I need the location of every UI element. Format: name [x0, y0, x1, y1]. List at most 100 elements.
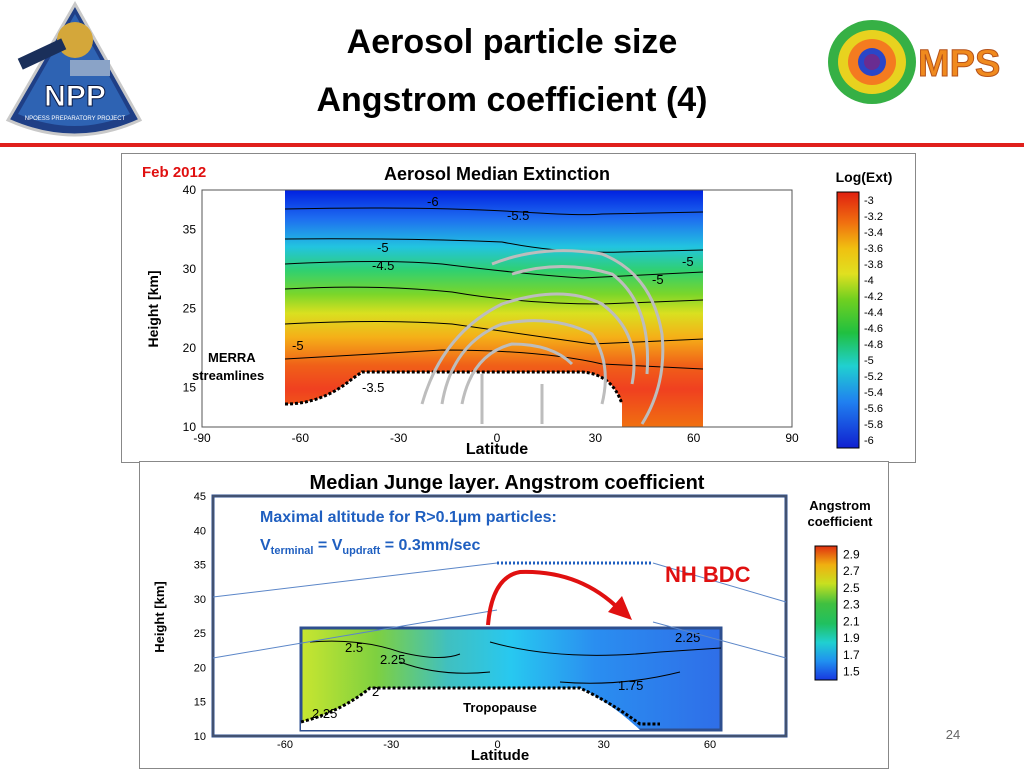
y-tick-label: 40 — [183, 183, 197, 197]
slide-title-line1: Aerosol particle size — [346, 23, 678, 61]
colorbar-tick-label: -4.4 — [864, 307, 883, 319]
x-tick-label: -90 — [193, 431, 211, 445]
colorbar-tick-label: -5 — [864, 355, 874, 367]
y-tick-label: 35 — [183, 223, 197, 237]
y-tick-label: 20 — [194, 662, 206, 674]
bottom-caption: Median Junge layer. Angstrom coefficient — [310, 472, 705, 494]
y-tick-label: 10 — [194, 731, 206, 743]
colorbar-tick-label: -3.8 — [864, 259, 883, 271]
colorbar-tick-label: -3.2 — [864, 211, 883, 223]
bdc-arrowhead — [608, 596, 632, 620]
y-tick-label: 35 — [194, 560, 206, 572]
colorbar-tick-label: -4.6 — [864, 323, 883, 335]
angstrom-contours — [309, 640, 722, 684]
tropopause-label: Tropopause — [463, 700, 537, 715]
page-number: 24 — [945, 727, 961, 742]
top-colorbar-title: Log(Ext) — [836, 169, 893, 185]
colorbar-tick-label: -4 — [864, 275, 874, 287]
x-tick-label: -60 — [277, 739, 293, 751]
colorbar-tick-label: 1.9 — [843, 631, 860, 645]
merra-label: MERRA — [208, 350, 256, 365]
contour-label: -5 — [682, 254, 694, 269]
tropopause-mask — [301, 688, 640, 730]
merra-streamlines — [420, 249, 665, 425]
contour-label: 2.5 — [345, 640, 363, 655]
contour-label: -3.5 — [362, 380, 384, 395]
bottom-colorbar-title-1: Angstrom — [809, 498, 870, 513]
y-tick-label: 20 — [183, 341, 197, 355]
bottom-xlabel: Latitude — [471, 747, 529, 764]
colorbar-tick-label: 2.5 — [843, 581, 860, 595]
title-divider — [0, 143, 1024, 147]
top-figure: -90 -60 -30 0 30 60 90 10 15 20 25 30 35 40 Feb 2012… — [121, 153, 916, 463]
contour-label: -5 — [292, 338, 304, 353]
top-chart-title: Aerosol Median Extinction — [384, 164, 610, 184]
x-tick-label: 30 — [598, 739, 610, 751]
contour-label: 2.25 — [312, 706, 337, 721]
x-tick-label: -60 — [292, 431, 310, 445]
x-tick-label: -30 — [383, 739, 399, 751]
bdc-arrow — [486, 569, 622, 626]
y-tick-label: 25 — [194, 628, 206, 640]
contour-label: 2.25 — [380, 652, 405, 667]
colorbar-tick-label: 1.5 — [843, 665, 860, 679]
x-tick-label: 90 — [785, 431, 799, 445]
troposphere-mask — [285, 372, 622, 427]
x-tick-label: 0 — [494, 739, 500, 751]
x-tick-label: -30 — [390, 431, 408, 445]
colorbar-tick-label: -5.4 — [864, 387, 883, 399]
bottom-colorbar — [814, 545, 838, 681]
top-colorbar — [836, 191, 860, 449]
nh-bdc-label: NH BDC — [665, 562, 751, 587]
y-tick-label: 45 — [194, 491, 206, 503]
x-tick-label: 60 — [704, 739, 716, 751]
x-tick-label: 30 — [589, 431, 603, 445]
colorbar-tick-label: 1.7 — [843, 648, 860, 662]
y-tick-label: 15 — [194, 697, 206, 709]
zoom-line — [652, 621, 787, 659]
colorbar-tick-label: -3.6 — [864, 243, 883, 255]
contour-label: -5 — [652, 272, 664, 287]
slide-title-line2: Angstrom coefficient (4) — [316, 81, 708, 119]
top-ylabel: Height [km] — [145, 271, 161, 348]
colorbar-tick-label: 2.1 — [843, 614, 860, 628]
contour-label: -5.5 — [507, 208, 529, 223]
bottom-colorbar-title-2: coefficient — [807, 514, 873, 529]
colorbar-tick-label: -4.2 — [864, 291, 883, 303]
bottom-figure: Median Junge layer. Angstrom coefficient… — [139, 461, 889, 769]
y-tick-label: 25 — [183, 302, 197, 316]
colorbar-tick-label: 2.7 — [843, 564, 860, 578]
mps-logo: MPS — [822, 18, 1012, 110]
zoom-line — [212, 562, 498, 598]
y-tick-label: 15 — [183, 381, 197, 395]
npp-logo-subtext: NPOESS PREPARATORY PROJECT — [25, 116, 126, 122]
y-tick-label: 30 — [183, 262, 197, 276]
zoom-line — [212, 609, 498, 659]
colorbar-tick-label: -3.4 — [864, 227, 883, 239]
contour-label: -6 — [427, 194, 439, 209]
zoom-line — [652, 562, 787, 603]
top-xlabel: Latitude — [466, 441, 528, 458]
extinction-contours — [284, 207, 704, 370]
y-tick-label: 40 — [194, 525, 206, 537]
colorbar-tick-label: -4.8 — [864, 339, 883, 351]
npp-logo-text: NPP — [44, 80, 106, 113]
colorbar-tick-label: -6 — [864, 435, 874, 447]
top-date-label: Feb 2012 — [142, 164, 206, 181]
colorbar-tick-label: -5.8 — [864, 419, 883, 431]
annotation-line2: Vterminal = Vupdraft = 0.3mm/sec — [260, 537, 480, 557]
contour-label: -4.5 — [372, 258, 394, 273]
streamlines-label: streamlines — [192, 368, 264, 383]
contour-label: 2 — [372, 684, 379, 699]
x-tick-label: 0 — [494, 431, 501, 445]
x-tick-label: 60 — [687, 431, 701, 445]
colorbar-tick-label: 2.3 — [843, 598, 860, 612]
npp-logo: NPP NPOESS PREPARATORY PROJECT — [0, 0, 150, 140]
y-tick-label: 30 — [194, 594, 206, 606]
colorbar-tick-label: -5.2 — [864, 371, 883, 383]
annotation-line1: Maximal altitude for R>0.1µm particles: — [260, 509, 557, 526]
colorbar-tick-label: -5.6 — [864, 403, 883, 415]
contour-label: 2.25 — [675, 630, 700, 645]
mps-logo-text: MPS — [918, 43, 1000, 85]
colorbar-tick-label: -3 — [864, 195, 874, 207]
